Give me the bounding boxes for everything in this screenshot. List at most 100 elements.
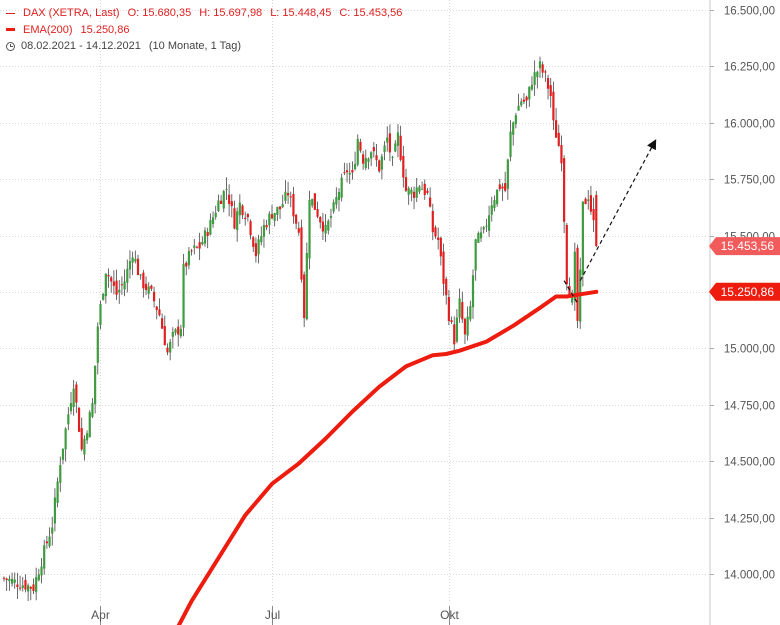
- candle-body: [131, 257, 134, 263]
- candle-body: [190, 250, 193, 252]
- candle-body: [581, 201, 584, 275]
- candle-body: [498, 184, 501, 190]
- candle-body: [284, 191, 287, 201]
- candle-body: [35, 577, 38, 593]
- candle-body: [552, 91, 555, 121]
- candle-body: [48, 536, 51, 547]
- candle-body: [512, 122, 515, 135]
- annotations: [563, 139, 657, 304]
- candle-body: [415, 187, 418, 198]
- candle-body: [252, 237, 255, 247]
- candle-body: [201, 241, 204, 245]
- candle-body: [80, 428, 83, 450]
- candle-body: [21, 585, 24, 588]
- candle-body: [496, 189, 499, 205]
- candle-body: [319, 217, 322, 223]
- candle-body: [198, 242, 201, 249]
- candle-body: [104, 273, 107, 297]
- candle-body: [158, 309, 161, 316]
- candle-body: [45, 541, 48, 544]
- candle-body: [469, 306, 472, 320]
- candle-body: [396, 132, 400, 146]
- candle-body: [217, 200, 220, 211]
- legend-period: (10 Monate, 1 Tag): [148, 40, 242, 52]
- candle-body: [102, 293, 105, 300]
- candle-body: [187, 251, 191, 266]
- candle-body: [372, 147, 375, 152]
- candle-body: [313, 193, 316, 210]
- y-tick-label: 14.750,00: [724, 401, 775, 413]
- candle-body: [587, 199, 590, 202]
- candle-body: [463, 318, 467, 335]
- ema-series: [176, 289, 599, 625]
- candle-body: [27, 585, 30, 592]
- candle-body: [128, 261, 132, 270]
- candle-body: [506, 159, 509, 189]
- candle-body: [295, 214, 298, 224]
- x-tick-label: Apr: [91, 608, 110, 622]
- candle-body: [150, 285, 153, 289]
- candle-body: [64, 428, 67, 450]
- candle-body: [241, 205, 244, 216]
- candle-body: [115, 280, 118, 295]
- candle-body: [345, 170, 349, 173]
- candle-body: [195, 246, 199, 248]
- candle-body: [429, 197, 432, 207]
- candle-body: [466, 316, 469, 336]
- candle-body: [67, 414, 70, 425]
- candle-body: [565, 224, 568, 285]
- candle-body: [557, 132, 560, 146]
- y-tick-label: 14.000,00: [724, 570, 775, 582]
- candle-body: [568, 286, 571, 298]
- y-tick-label: 16.000,00: [724, 119, 775, 131]
- candle-body: [533, 72, 536, 85]
- candle-body: [265, 225, 268, 228]
- candle-body: [431, 210, 434, 233]
- candle-body: [300, 227, 303, 280]
- candle-body: [332, 202, 335, 212]
- candle-body: [260, 236, 263, 243]
- candle-body: [329, 215, 333, 218]
- candle-body: [455, 317, 459, 342]
- candle-body: [292, 194, 295, 217]
- candle-body: [5, 578, 8, 581]
- candle-body: [13, 579, 16, 583]
- candle-body: [214, 212, 217, 218]
- candle-body: [501, 186, 504, 189]
- y-tick-label: 16.250,00: [724, 62, 775, 74]
- candle-body: [477, 232, 480, 243]
- candle-body: [53, 497, 57, 524]
- candle-body: [461, 302, 464, 320]
- candle-body: [152, 291, 156, 302]
- legend-high: H: 15.697,98: [199, 7, 263, 19]
- candle-body: [520, 101, 523, 106]
- chart-legend: DAX (XETRA, Last) O: 15.680,35 H: 15.697…: [6, 5, 402, 55]
- legend-ema-value: 15.250,86: [80, 23, 130, 36]
- candle-body: [85, 433, 89, 441]
- legend-row-ema: EMA(200) 15.250,86: [6, 22, 402, 39]
- candle-body: [426, 190, 429, 193]
- candle-body: [490, 205, 493, 215]
- candle-body: [155, 306, 158, 311]
- candle-body: [166, 347, 169, 353]
- candle-body: [161, 318, 164, 329]
- candle-body: [126, 268, 129, 283]
- y-axis: 14.000,00 14.250,00 14.500,00 14.750,00 15.0…: [709, 0, 775, 625]
- candle-body: [96, 326, 99, 363]
- gridlines: [0, 0, 710, 601]
- candle-legend-swatch: [6, 12, 15, 14]
- candle-body: [139, 274, 142, 276]
- candle-body: [439, 237, 442, 257]
- candle-body: [244, 217, 247, 220]
- candle-body: [219, 200, 223, 205]
- candle-body: [171, 331, 174, 337]
- candle-body: [61, 448, 65, 460]
- candle-body: [386, 137, 389, 143]
- candle-body: [525, 96, 528, 101]
- candle-body: [270, 214, 274, 219]
- candle-body: [142, 272, 145, 289]
- candle-body: [83, 438, 86, 455]
- candle-body: [249, 221, 252, 236]
- candle-body: [273, 212, 276, 221]
